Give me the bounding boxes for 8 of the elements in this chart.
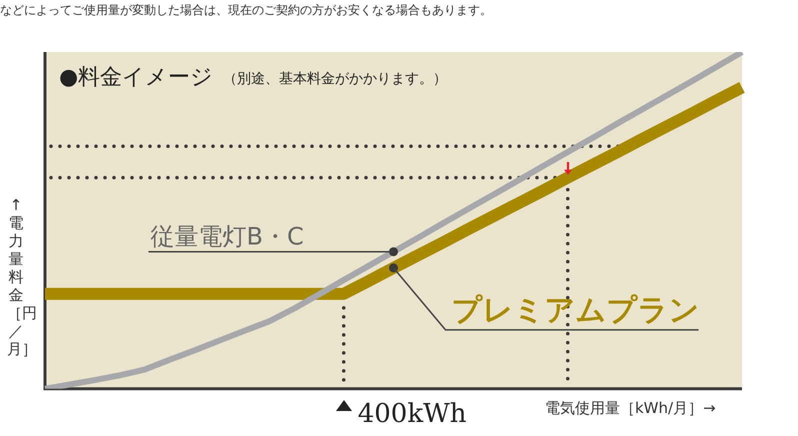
text: などによってご使用量が変動した場合は、現在のご契約の方がお安くなる場合もあります。 — [0, 2, 492, 19]
series-label: 従量電灯B・C — [150, 222, 304, 251]
text: ↑電力量料金［円／月］ — [7, 196, 37, 358]
text: ●料金イメージ — [59, 65, 214, 90]
series-label: プレミアムプラン — [452, 292, 700, 328]
text: 400kWh — [358, 398, 467, 429]
text: （別途、基本料金がかかります。） — [223, 71, 448, 87]
x-axis-title: 電気使用量［kWh/月］→ — [545, 399, 716, 418]
